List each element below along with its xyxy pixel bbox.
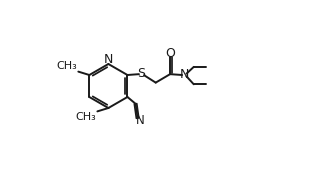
Text: S: S <box>137 67 145 80</box>
Text: CH₃: CH₃ <box>57 61 77 71</box>
Text: O: O <box>165 47 175 60</box>
Text: N: N <box>104 53 113 66</box>
Text: CH₃: CH₃ <box>76 112 97 122</box>
Text: N: N <box>180 68 189 81</box>
Text: N: N <box>136 114 145 127</box>
